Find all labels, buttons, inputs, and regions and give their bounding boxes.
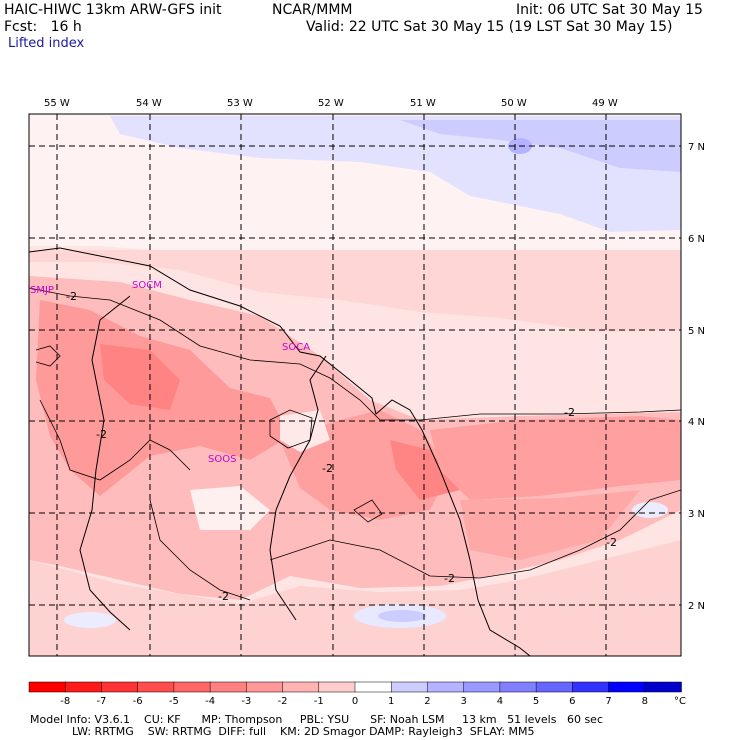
contour-g [35, 345, 61, 367]
colorbar-swatch [137, 681, 175, 693]
colorbar-tick: 5 [533, 696, 539, 707]
lon-label-53w: 53 W [227, 98, 253, 109]
lat-label-4n: 4 N [688, 417, 705, 428]
colorbar-swatch [572, 681, 610, 693]
station-smjp: SMJP [30, 285, 54, 296]
colorbar-swatch [209, 681, 248, 693]
contour-a [29, 287, 681, 421]
station-soos: SOOS [208, 454, 236, 465]
colorbar-tick-labels: -8 -7 -6 -5 -4 -3 -2 -1 0 1 2 3 4 5 6 7 8 [60, 696, 648, 707]
colorbar-tick: 1 [388, 696, 394, 707]
southern-stable-core [378, 610, 426, 622]
latitude-labels: 7 N 6 N 5 N 4 N 3 N 2 N [688, 142, 705, 612]
contour-label-4: -2 [564, 406, 575, 419]
colorbar-tick: 2 [424, 696, 430, 707]
sw-stable-spot [64, 612, 116, 628]
contour-b [39, 399, 191, 481]
colorbar-swatch [463, 681, 501, 693]
contour-label-6: -2 [218, 590, 229, 603]
south-light [29, 540, 681, 656]
lat-label-3n: 3 N [688, 509, 705, 520]
colorbar-unit: °C [674, 696, 686, 707]
contour-label-3: -2 [322, 462, 333, 475]
colorbar-swatch [64, 681, 103, 693]
colorbar-tick: -5 [169, 696, 179, 707]
lat-label-7n: 7 N [688, 142, 705, 153]
contour-e [353, 499, 383, 523]
station-soca: SOCA [282, 342, 310, 353]
forecast-hour: Fcst: 16 h [4, 19, 82, 35]
pink-band [29, 250, 681, 332]
colorbar-swatch [173, 681, 211, 693]
model-info-line1: Model Info: V3.6.1 CU: KF MP: Thompson P… [30, 713, 603, 726]
lon-label-51w: 51 W [410, 98, 436, 109]
border-central [269, 355, 327, 621]
contour-label-1: -2 [66, 290, 77, 303]
border-west [79, 295, 131, 631]
lat-label-2n: 2 N [688, 601, 705, 612]
colorbar-swatch [354, 681, 392, 693]
colorbar-tick: 6 [569, 696, 575, 707]
coastline [29, 247, 531, 656]
colorbar-tick: -6 [133, 696, 143, 707]
lon-label-55w: 55 W [44, 98, 70, 109]
org-label: NCAR/MMM [272, 2, 353, 18]
colorbar-tick: -7 [96, 696, 106, 707]
colorbar-tick: -4 [205, 696, 215, 707]
se-stable-spot [632, 502, 668, 518]
colorbar-swatch [28, 681, 66, 693]
lon-label-52w: 52 W [318, 98, 344, 109]
colorbar-swatch [101, 681, 139, 693]
colorbar-swatch [608, 681, 646, 693]
field-name: Lifted index [8, 36, 85, 51]
map-frame [28, 113, 682, 657]
colorbar [28, 681, 682, 693]
colorbar-tick: -3 [241, 696, 251, 707]
colorbar-swatch [282, 681, 320, 693]
colorbar-swatch [318, 681, 356, 693]
contour-f [269, 409, 313, 449]
colorbar-tick: -8 [60, 696, 70, 707]
colorbar-swatch [644, 681, 682, 693]
init-time: Init: 06 UTC Sat 30 May 15 [516, 2, 703, 18]
lon-label-54w: 54 W [136, 98, 162, 109]
colorbar-swatch [427, 681, 465, 693]
contour-c [269, 489, 681, 579]
colorbar-tick: 4 [497, 696, 503, 707]
model-info-line2: LW: RRTMG SW: RRTMG DIFF: full KM: 2D Sm… [72, 725, 535, 738]
stable-core-blue [400, 120, 681, 172]
colorbar-tick: -2 [278, 696, 288, 707]
colorbar-swatch [390, 681, 429, 693]
longitude-labels: 55 W 54 W 53 W 52 W 51 W 50 W 49 W [44, 98, 618, 109]
lon-label-49w: 49 W [592, 98, 618, 109]
colorbar-tick: 0 [352, 696, 358, 707]
central-core-b [390, 440, 460, 500]
station-socm: SOCM [132, 280, 162, 291]
colorbar-tick: 8 [642, 696, 648, 707]
lon-label-50w: 50 W [501, 98, 527, 109]
southeast-core [460, 490, 640, 560]
east-band [430, 416, 681, 500]
valid-time: Valid: 22 UTC Sat 30 May 15 (19 LST Sat … [306, 19, 673, 35]
contour-label-5: -2 [444, 572, 455, 585]
contour-label-7: -2 [606, 536, 617, 549]
colorbar-tick: -1 [314, 696, 324, 707]
graticule [29, 114, 681, 656]
lifted-index-field: -2 -2 -2 -2 -2 -2 -2 SMJP SOCM SOCA SOOS [29, 114, 681, 656]
colorbar-swatch [246, 681, 284, 693]
lat-label-6n: 6 N [688, 234, 705, 245]
model-title: HAIC-HIWC 13km ARW-GFS init [4, 2, 222, 18]
lat-label-5n: 5 N [688, 326, 705, 337]
colorbar-tick: 3 [460, 696, 466, 707]
colorbar-tick: 7 [605, 696, 611, 707]
colorbar-swatch [499, 681, 537, 693]
west-core-b [100, 344, 180, 410]
contour-d [149, 499, 251, 601]
contour-label-2: -2 [96, 428, 107, 441]
colorbar-swatch [535, 681, 574, 693]
interior-white [190, 486, 270, 530]
